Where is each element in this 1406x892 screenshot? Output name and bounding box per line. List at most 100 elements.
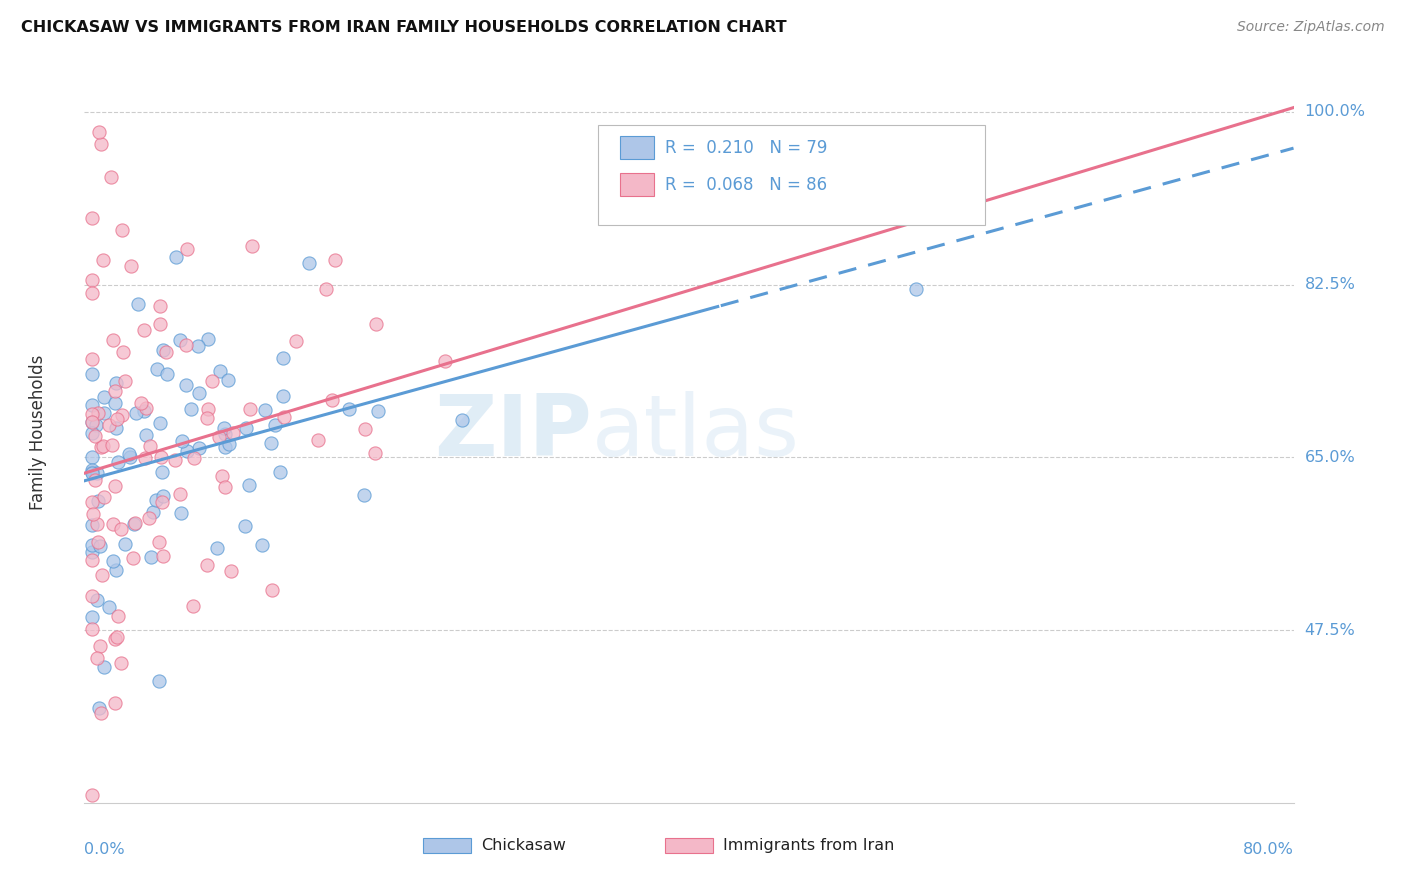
Point [240,238,263,252]
Point [90,440,112,454]
Point [80,415,103,429]
Point [114,537,136,551]
Point [250,538,273,552]
Point [120,450,142,464]
Point [450,413,472,427]
Point [101,516,124,531]
Point [80,285,103,300]
Point [103,554,125,568]
Bar [620,173,654,195]
Point [90,136,112,151]
Text: 47.5%: 47.5% [1305,623,1355,638]
Point [180,401,202,416]
Point [152,549,174,563]
Point [86,651,108,665]
Point [260,582,283,597]
Point [80,544,103,558]
Point [209,364,232,378]
Point [112,345,135,359]
Text: Source: ZipAtlas.com: Source: ZipAtlas.com [1237,20,1385,34]
Point [82,466,104,480]
Point [80,415,103,429]
Point [150,495,173,509]
Point [364,446,387,460]
Point [187,339,209,353]
Point [195,411,218,425]
Point [145,492,167,507]
Point [87,494,110,508]
Point [80,553,103,567]
Point [138,511,160,525]
Point [169,333,191,347]
Point [80,789,103,803]
Point [101,334,124,348]
Point [323,252,346,267]
Point [214,480,236,494]
Point [80,398,103,412]
Point [104,696,127,710]
Point [233,519,256,533]
Point [129,396,152,410]
Point [80,273,103,287]
Point [201,374,224,388]
Point [80,465,103,479]
Bar [620,136,654,159]
Point [214,440,236,454]
Point [111,408,134,422]
Point [183,450,205,465]
Point [263,418,285,433]
Point [134,323,156,337]
Point [353,488,375,502]
Point [118,447,141,461]
Point [134,404,156,418]
Point [135,401,157,416]
Point [149,299,172,313]
Text: 0.0%: 0.0% [84,842,125,856]
Point [87,406,110,420]
Point [120,260,142,274]
Point [105,630,128,644]
Point [93,390,115,404]
Point [82,538,104,552]
Point [307,433,329,447]
Point [84,473,107,487]
Point [103,478,125,492]
Point [195,558,218,572]
Point [181,599,204,614]
Point [105,420,128,434]
Point [139,550,162,565]
Point [98,418,121,433]
Point [110,522,132,536]
Text: 80.0%: 80.0% [1243,842,1294,856]
Point [83,429,105,443]
Point [298,256,321,270]
Text: CHICKASAW VS IMMIGRANTS FROM IRAN FAMILY HOUSEHOLDS CORRELATION CHART: CHICKASAW VS IMMIGRANTS FROM IRAN FAMILY… [21,20,787,35]
Point [165,250,187,264]
Point [80,589,103,603]
Point [110,656,132,670]
Text: Family Households: Family Households [30,355,48,510]
Point [80,495,103,509]
Point [104,376,127,390]
Point [125,405,148,419]
Text: ZIP: ZIP [434,391,592,475]
Point [89,539,111,553]
Point [218,437,240,451]
Point [121,551,143,566]
Point [211,468,233,483]
Point [367,404,389,418]
Point [105,563,128,577]
Point [148,535,170,549]
Point [107,608,129,623]
Point [135,427,157,442]
Point [904,283,927,297]
Point [82,507,104,521]
Point [93,660,115,674]
Bar [665,838,713,853]
Point [80,462,103,476]
Point [214,427,236,442]
Point [80,450,103,464]
Point [86,516,108,531]
Point [169,487,191,501]
Point [149,416,172,430]
